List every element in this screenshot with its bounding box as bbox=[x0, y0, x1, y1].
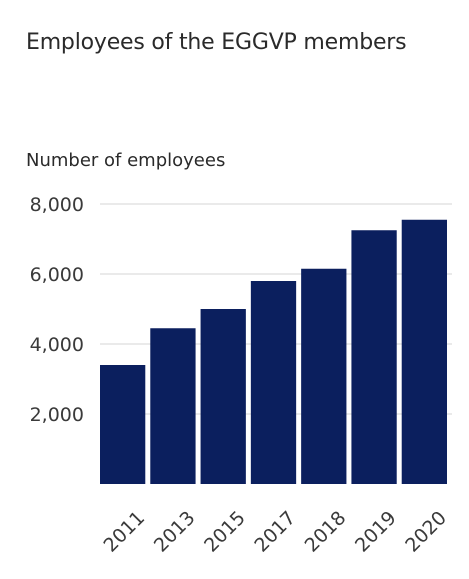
y-tick-labels: 2,000 4,000 6,000 8,000 bbox=[30, 194, 84, 426]
x-tick-label: 2020 bbox=[401, 507, 451, 557]
x-tick-label: 2015 bbox=[200, 507, 250, 557]
x-tick-label: 2013 bbox=[150, 507, 200, 557]
x-tick-labels: 2011 2013 2015 2017 2018 2019 2020 bbox=[100, 507, 451, 557]
bar-2017 bbox=[250, 281, 297, 484]
y-tick-label: 2,000 bbox=[30, 404, 84, 426]
bar-2018 bbox=[301, 268, 347, 484]
chart-title: Employees of the EGGVP members bbox=[26, 30, 407, 55]
bars bbox=[100, 219, 447, 484]
y-tick-label: 8,000 bbox=[30, 194, 84, 216]
x-tick-label: 2018 bbox=[301, 507, 351, 557]
y-tick-label: 6,000 bbox=[30, 264, 84, 286]
x-tick-label: 2017 bbox=[250, 507, 300, 557]
bar-2015 bbox=[200, 309, 246, 484]
bar-2019 bbox=[351, 230, 397, 484]
x-tick-label: 2019 bbox=[351, 507, 401, 557]
bar-2011 bbox=[100, 365, 146, 484]
x-tick-label: 2011 bbox=[100, 507, 150, 557]
bar-2020 bbox=[401, 219, 447, 484]
bar-2013 bbox=[150, 328, 196, 484]
y-tick-label: 4,000 bbox=[30, 334, 84, 356]
y-axis-label: Number of employees bbox=[26, 150, 226, 171]
